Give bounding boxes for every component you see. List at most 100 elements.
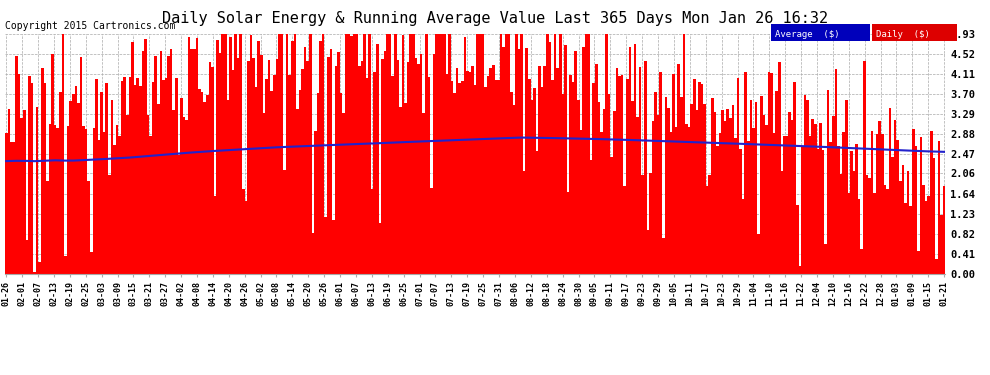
Bar [77,103,79,274]
Bar [288,75,291,274]
Bar [13,142,15,274]
Bar [322,34,325,274]
Bar [147,115,149,274]
Bar [330,49,333,274]
Bar [711,98,714,274]
Bar [683,34,685,274]
Bar [523,171,526,274]
Bar [196,38,198,274]
Bar [564,45,566,274]
Bar [371,189,373,274]
Bar [871,131,873,274]
Bar [579,130,582,274]
Bar [132,42,134,274]
Bar [373,72,376,274]
Bar [175,78,177,274]
Bar [897,140,899,274]
Text: Average  ($): Average ($) [775,30,840,39]
Bar [87,181,90,274]
Bar [309,34,312,274]
Bar [675,127,677,274]
Bar [232,70,235,274]
Bar [546,34,548,274]
Bar [556,68,559,274]
FancyBboxPatch shape [771,24,870,41]
Bar [103,132,106,274]
Bar [466,72,468,274]
Bar [832,116,835,274]
Bar [260,55,262,274]
Bar [167,56,170,274]
Bar [827,90,830,274]
Bar [257,41,260,274]
Bar [172,110,175,274]
Bar [72,94,74,274]
Bar [531,99,534,274]
Bar [762,115,765,274]
Bar [44,83,47,274]
Bar [453,93,455,274]
Bar [672,74,675,274]
Bar [830,142,832,274]
Bar [145,39,147,274]
Bar [450,81,453,274]
Bar [497,80,500,274]
Bar [415,58,417,274]
Bar [873,193,876,274]
Bar [760,96,762,274]
Bar [137,78,139,274]
Bar [690,104,693,274]
Bar [724,122,727,274]
Bar [307,61,309,274]
Bar [732,105,735,274]
Bar [505,34,508,274]
Bar [904,203,907,274]
Bar [902,165,904,274]
Bar [812,119,814,274]
Bar [814,124,817,274]
Bar [884,185,886,274]
Bar [471,66,474,274]
Bar [942,186,945,274]
Bar [698,82,701,274]
Bar [468,72,471,274]
Bar [534,88,536,274]
Bar [649,173,651,274]
Bar [696,110,698,274]
Bar [304,47,307,274]
Bar [8,109,10,274]
Bar [749,99,752,274]
Bar [193,50,196,274]
Bar [840,174,842,274]
Bar [747,141,749,274]
Bar [162,80,164,274]
Bar [333,219,335,274]
Bar [479,34,482,274]
Bar [265,79,267,274]
Bar [930,131,933,274]
Bar [876,134,878,274]
Bar [780,171,783,274]
Bar [729,118,732,274]
Bar [18,74,21,274]
Bar [521,34,523,274]
Bar [566,192,569,274]
Bar [111,100,113,274]
Bar [402,35,404,274]
Bar [190,49,193,274]
Bar [389,34,391,274]
Bar [474,85,476,274]
Bar [925,201,928,274]
Bar [142,51,145,274]
Bar [727,110,729,274]
Bar [608,94,611,274]
Bar [907,171,910,274]
Bar [64,255,66,274]
Bar [134,85,137,274]
Bar [249,35,252,274]
Bar [41,68,44,274]
Bar [262,113,265,274]
Bar [719,133,722,274]
Bar [868,178,871,274]
Bar [595,64,598,274]
